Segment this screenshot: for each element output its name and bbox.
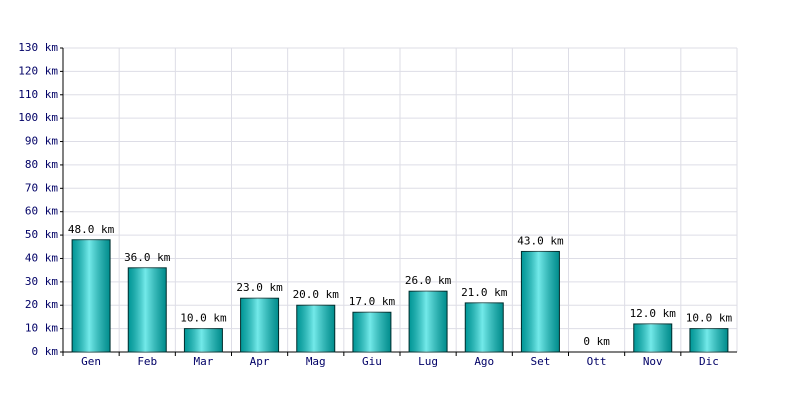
x-tick-label: Mag [306,355,326,368]
x-tick-label: Feb [137,355,157,368]
value-label: 48.0 km [68,223,115,236]
x-tick-label: Ago [474,355,494,368]
y-tick-label: 120 km [18,64,58,77]
y-tick-label: 130 km [18,41,58,54]
y-tick-label: 100 km [18,111,58,124]
value-label: 0 km [583,335,610,348]
value-label: 12.0 km [630,307,677,320]
x-tick-label: Apr [250,355,270,368]
bar-shading [521,251,560,352]
y-tick-label: 20 km [25,298,58,311]
value-label: 26.0 km [405,274,452,287]
y-tick-label: 50 km [25,228,58,241]
x-tick-label: Giu [362,355,382,368]
y-tick-label: 90 km [25,135,58,148]
y-tick-label: 60 km [25,205,58,218]
value-label: 20.0 km [293,288,340,301]
x-tick-label: Ott [587,355,607,368]
bar-shading [409,291,448,352]
y-tick-label: 70 km [25,181,58,194]
x-tick-label: Lug [418,355,438,368]
value-label: 21.0 km [461,286,508,299]
bar-shading [128,267,167,352]
bar-shading [352,312,391,352]
x-tick-label: Nov [643,355,663,368]
bar-shading [72,239,111,352]
bar-shading [184,328,223,352]
x-tick-label: Dic [699,355,719,368]
y-tick-label: 40 km [25,251,58,264]
bar-shading [296,305,335,352]
y-tick-label: 30 km [25,275,58,288]
value-label: 23.0 km [236,281,283,294]
y-tick-label: 80 km [25,158,58,171]
bar-shading [240,298,279,352]
x-tick-label: Gen [81,355,101,368]
bar-shading [465,302,504,352]
y-tick-label: 10 km [25,322,58,335]
value-label: 10.0 km [180,312,227,325]
x-tick-label: Mar [193,355,213,368]
y-tick-label: 110 km [18,88,58,101]
y-tick-label: 0 km [32,345,59,358]
value-label: 43.0 km [517,234,564,247]
value-label: 10.0 km [686,312,733,325]
bar-shading [689,328,728,352]
x-tick-label: Set [530,355,550,368]
value-label: 17.0 km [349,295,396,308]
value-label: 36.0 km [124,251,171,264]
bar-shading [633,323,672,352]
